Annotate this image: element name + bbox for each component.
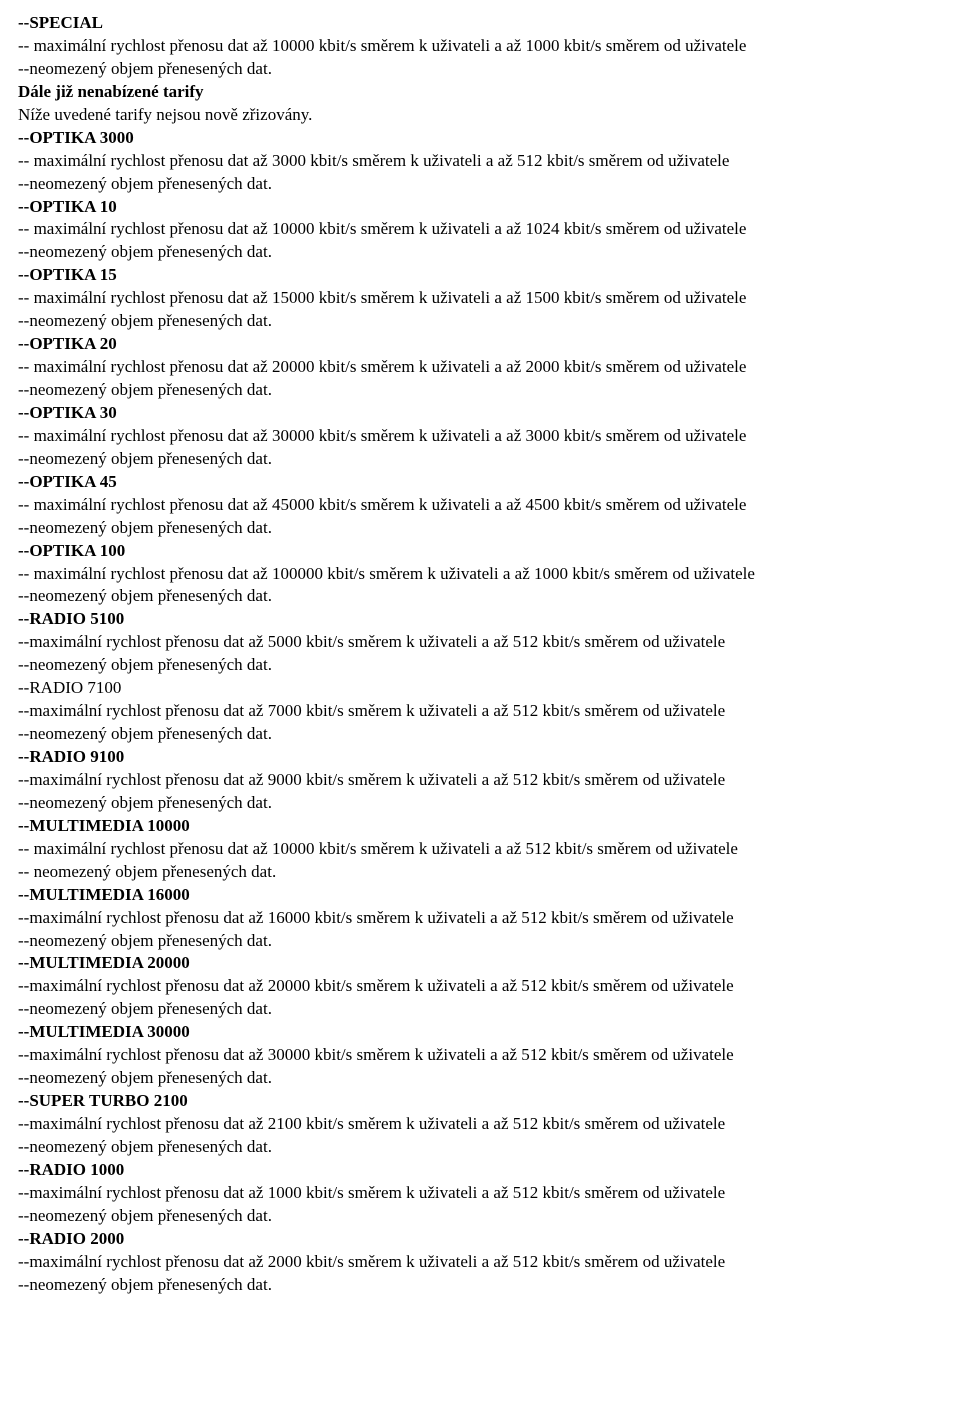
tariff-unlimited: --neomezený objem přenesených dat. — [18, 310, 942, 333]
tariffs-list: --OPTIKA 3000-- maximální rychlost přeno… — [18, 127, 942, 1297]
special-tariff-name: --SPECIAL — [18, 12, 942, 35]
tariff-speed: -- maximální rychlost přenosu dat až 200… — [18, 356, 942, 379]
tariff-name: --OPTIKA 10 — [18, 196, 942, 219]
tariff-speed: -- maximální rychlost přenosu dat až 150… — [18, 287, 942, 310]
tariff-unlimited: --neomezený objem přenesených dat. — [18, 241, 942, 264]
tariff-name: --SUPER TURBO 2100 — [18, 1090, 942, 1113]
tariff-name: --OPTIKA 3000 — [18, 127, 942, 150]
discontinued-note: Níže uvedené tarify nejsou nově zřizován… — [18, 104, 942, 127]
tariff-name: --RADIO 1000 — [18, 1159, 942, 1182]
tariff-speed: --maximální rychlost přenosu dat až 3000… — [18, 1044, 942, 1067]
tariff-name: --RADIO 7100 — [18, 677, 942, 700]
tariff-unlimited: --neomezený objem přenesených dat. — [18, 517, 942, 540]
tariff-name: --OPTIKA 45 — [18, 471, 942, 494]
tariff-name: --MULTIMEDIA 30000 — [18, 1021, 942, 1044]
tariff-unlimited: --neomezený objem přenesených dat. — [18, 379, 942, 402]
tariff-speed: --maximální rychlost přenosu dat až 2000… — [18, 975, 942, 998]
tariff-speed: -- maximální rychlost přenosu dat až 450… — [18, 494, 942, 517]
tariff-name: --MULTIMEDIA 20000 — [18, 952, 942, 975]
tariff-speed: --maximální rychlost přenosu dat až 9000… — [18, 769, 942, 792]
tariff-unlimited: --neomezený objem přenesených dat. — [18, 998, 942, 1021]
tariff-name: --RADIO 9100 — [18, 746, 942, 769]
tariff-name: --OPTIKA 15 — [18, 264, 942, 287]
tariff-unlimited: --neomezený objem přenesených dat. — [18, 585, 942, 608]
tariff-name: --OPTIKA 100 — [18, 540, 942, 563]
tariff-unlimited: --neomezený objem přenesených dat. — [18, 1205, 942, 1228]
discontinued-heading: Dále již nenabízené tarify — [18, 81, 942, 104]
tariff-speed: --maximální rychlost přenosu dat až 2100… — [18, 1113, 942, 1136]
tariff-unlimited: --neomezený objem přenesených dat. — [18, 173, 942, 196]
tariff-speed: --maximální rychlost přenosu dat až 1000… — [18, 1182, 942, 1205]
tariff-unlimited: --neomezený objem přenesených dat. — [18, 792, 942, 815]
tariff-speed: -- maximální rychlost přenosu dat až 300… — [18, 425, 942, 448]
tariff-speed: --maximální rychlost přenosu dat až 1600… — [18, 907, 942, 930]
tariff-unlimited: --neomezený objem přenesených dat. — [18, 448, 942, 471]
tariff-name: --MULTIMEDIA 16000 — [18, 884, 942, 907]
tariff-unlimited: --neomezený objem přenesených dat. — [18, 930, 942, 953]
tariff-unlimited: --neomezený objem přenesených dat. — [18, 654, 942, 677]
tariff-speed: --maximální rychlost přenosu dat až 5000… — [18, 631, 942, 654]
tariff-name: --MULTIMEDIA 10000 — [18, 815, 942, 838]
tariff-name: --OPTIKA 20 — [18, 333, 942, 356]
tariff-name: --RADIO 2000 — [18, 1228, 942, 1251]
tariff-speed: --maximální rychlost přenosu dat až 2000… — [18, 1251, 942, 1274]
tariff-name: --OPTIKA 30 — [18, 402, 942, 425]
tariff-unlimited: --neomezený objem přenesených dat. — [18, 1274, 942, 1297]
tariff-speed: -- maximální rychlost přenosu dat až 300… — [18, 150, 942, 173]
tariff-speed: -- maximální rychlost přenosu dat až 100… — [18, 838, 942, 861]
tariff-unlimited: --neomezený objem přenesených dat. — [18, 723, 942, 746]
tariff-unlimited: -- neomezený objem přenesených dat. — [18, 861, 942, 884]
tariff-unlimited: --neomezený objem přenesených dat. — [18, 1067, 942, 1090]
special-speed: -- maximální rychlost přenosu dat až 100… — [18, 35, 942, 58]
tariff-speed: --maximální rychlost přenosu dat až 7000… — [18, 700, 942, 723]
special-unlimited: --neomezený objem přenesených dat. — [18, 58, 942, 81]
tariff-speed: -- maximální rychlost přenosu dat až 100… — [18, 563, 942, 586]
tariff-speed: -- maximální rychlost přenosu dat až 100… — [18, 218, 942, 241]
tariff-unlimited: --neomezený objem přenesených dat. — [18, 1136, 942, 1159]
tariff-name: --RADIO 5100 — [18, 608, 942, 631]
